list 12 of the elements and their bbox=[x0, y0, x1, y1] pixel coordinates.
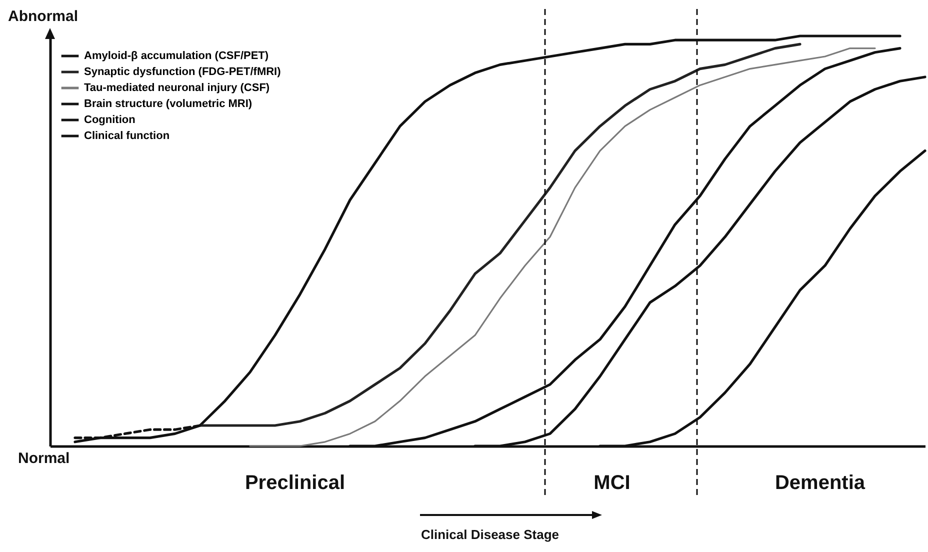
text: Dementia bbox=[774, 472, 866, 494]
legend-label: Brain structure (volumetric MRI) bbox=[84, 98, 252, 110]
text: MCI bbox=[594, 472, 630, 494]
text: Clinical Disease Stage bbox=[420, 527, 560, 542]
legend-label: Clinical function bbox=[84, 130, 170, 142]
text: Abnormal bbox=[8, 8, 78, 25]
legend-label: Tau-mediated neuronal injury (CSF) bbox=[84, 82, 270, 94]
text: Preclinical bbox=[244, 472, 346, 494]
text: Normal bbox=[18, 450, 70, 467]
legend-label: Cognition bbox=[84, 114, 136, 126]
legend-label: Synaptic dysfunction (FDG-PET/fMRI) bbox=[84, 66, 282, 78]
legend-label: Amyloid-β accumulation (CSF/PET) bbox=[84, 50, 269, 62]
